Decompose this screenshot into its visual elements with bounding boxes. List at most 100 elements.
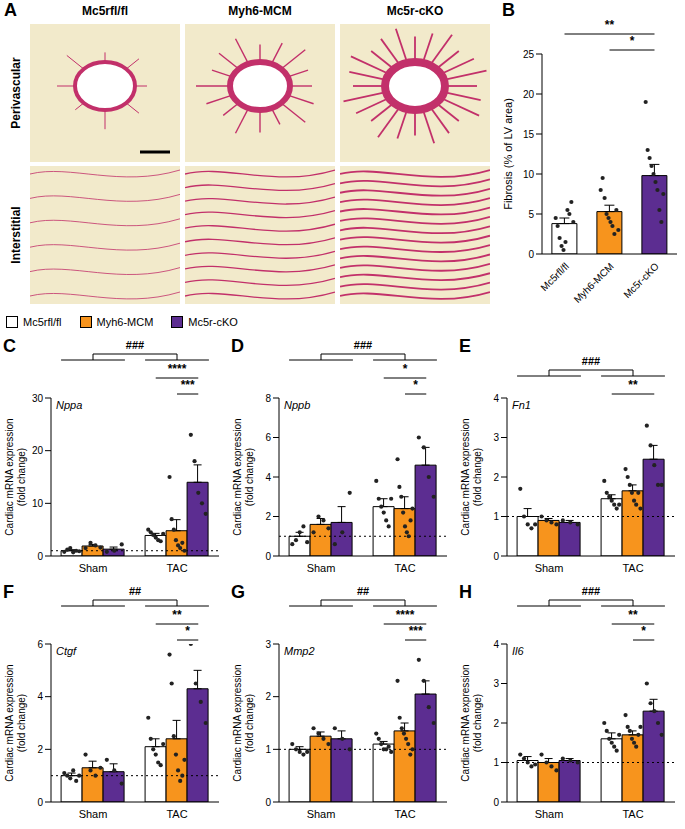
svg-text:*: *	[403, 362, 408, 376]
svg-text:##: ##	[129, 585, 141, 597]
html-text:C: C	[3, 336, 16, 356]
svg-text:Cardiac mRNA expression: Cardiac mRNA expression	[4, 664, 15, 781]
svg-text:2: 2	[37, 744, 43, 755]
svg-text:**: **	[628, 378, 638, 392]
svg-text:0: 0	[37, 797, 43, 808]
html-text:Ctgf: Ctgf	[56, 645, 77, 657]
svg-text:4: 4	[265, 472, 271, 483]
svg-text:TAC: TAC	[622, 562, 643, 574]
svg-text:1: 1	[493, 757, 499, 768]
svg-text:20: 20	[32, 445, 44, 456]
svg-text:Cardiac mRNA expression: Cardiac mRNA expression	[460, 664, 471, 781]
svg-text:Sham: Sham	[79, 808, 108, 820]
svg-text:*: *	[630, 34, 635, 48]
svg-text:1: 1	[265, 744, 271, 755]
svg-text:TAC: TAC	[394, 808, 415, 820]
svg-text:Sham: Sham	[307, 808, 336, 820]
svg-text:8: 8	[265, 393, 271, 404]
svg-text:0: 0	[493, 551, 499, 562]
svg-text:*: *	[185, 624, 190, 638]
svg-text:(fold change): (fold change)	[16, 448, 27, 506]
svg-text:0: 0	[265, 797, 271, 808]
html-text:D: D	[231, 336, 244, 356]
svg-text:1: 1	[493, 511, 499, 522]
html-text:Myh6-MCM: Myh6-MCM	[96, 316, 154, 328]
svg-text:**: **	[172, 608, 182, 622]
svg-text:6: 6	[37, 639, 43, 650]
svg-text:****: ****	[396, 608, 415, 622]
svg-text:0: 0	[37, 551, 43, 562]
svg-text:Mc5rfl/fl: Mc5rfl/fl	[538, 261, 571, 294]
html-text:Myh6-MCM: Myh6-MCM	[228, 4, 292, 18]
svg-text:###: ###	[354, 339, 372, 351]
svg-text:0: 0	[528, 249, 534, 260]
svg-text:Sham: Sham	[79, 562, 108, 574]
html-text:H: H	[459, 582, 472, 602]
svg-text:10: 10	[523, 169, 535, 180]
svg-text:3: 3	[493, 432, 499, 443]
html-text:Nppa: Nppa	[56, 399, 83, 411]
svg-text:0: 0	[493, 797, 499, 808]
svg-text:6: 6	[265, 432, 271, 443]
svg-text:**: **	[628, 608, 638, 622]
svg-text:****: ****	[168, 362, 187, 376]
svg-text:4: 4	[493, 639, 499, 650]
svg-text:Cardiac mRNA expression: Cardiac mRNA expression	[4, 418, 15, 535]
svg-text:25: 25	[523, 49, 535, 60]
svg-text:(fold change): (fold change)	[16, 694, 27, 752]
svg-text:TAC: TAC	[394, 562, 415, 574]
svg-text:4: 4	[493, 393, 499, 404]
svg-text:10: 10	[32, 498, 44, 509]
html-text:A: A	[4, 0, 17, 20]
html-text:Perivascular: Perivascular	[9, 57, 23, 129]
html-text:Mc5rfl/fl: Mc5rfl/fl	[82, 4, 128, 18]
svg-text:Cardiac mRNA expression: Cardiac mRNA expression	[232, 664, 243, 781]
svg-text:***: ***	[181, 378, 195, 392]
html-text:Mmp2: Mmp2	[284, 645, 315, 657]
svg-text:TAC: TAC	[622, 808, 643, 820]
svg-text:Mc5r-cKO: Mc5r-cKO	[621, 260, 661, 300]
svg-text:3: 3	[265, 639, 271, 650]
svg-text:###: ###	[582, 585, 600, 597]
svg-text:Sham: Sham	[535, 808, 564, 820]
svg-text:(fold change): (fold change)	[472, 694, 483, 752]
svg-text:30: 30	[32, 393, 44, 404]
html-text:Mc5r-cKO: Mc5r-cKO	[386, 4, 444, 18]
html-text:E: E	[459, 336, 471, 356]
svg-text:TAC: TAC	[166, 562, 187, 574]
svg-text:2: 2	[493, 472, 499, 483]
svg-text:##: ##	[357, 585, 369, 597]
html-text:Interstitial: Interstitial	[9, 206, 23, 264]
html-text:Nppb: Nppb	[284, 399, 311, 411]
svg-text:15: 15	[523, 129, 535, 140]
svg-text:**: **	[605, 18, 615, 32]
svg-text:4: 4	[37, 691, 43, 702]
svg-text:3: 3	[493, 678, 499, 689]
svg-text:(fold change): (fold change)	[472, 448, 483, 506]
html-text:Mc5rfl/fl: Mc5rfl/fl	[23, 316, 62, 328]
svg-text:20: 20	[523, 89, 535, 100]
svg-text:*: *	[413, 378, 418, 392]
svg-text:*: *	[641, 624, 646, 638]
svg-text:Sham: Sham	[535, 562, 564, 574]
svg-text:(fold change): (fold change)	[244, 694, 255, 752]
svg-text:0: 0	[265, 551, 271, 562]
svg-text:Fibrosis (% of LV area): Fibrosis (% of LV area)	[502, 98, 514, 210]
svg-text:2: 2	[265, 691, 271, 702]
svg-text:###: ###	[126, 339, 144, 351]
html-text:G: G	[231, 582, 245, 602]
svg-text:2: 2	[265, 511, 271, 522]
svg-text:Cardiac mRNA expression: Cardiac mRNA expression	[460, 418, 471, 535]
svg-text:2: 2	[493, 718, 499, 729]
svg-text:(fold change): (fold change)	[244, 448, 255, 506]
html-text:Fn1: Fn1	[512, 399, 531, 411]
svg-text:Myh6-MCM: Myh6-MCM	[572, 261, 616, 305]
html-text:Mc5r-cKO: Mc5r-cKO	[188, 316, 238, 328]
svg-text:Sham: Sham	[307, 562, 336, 574]
html-text:B: B	[502, 0, 515, 20]
svg-text:###: ###	[582, 355, 600, 367]
svg-text:***: ***	[409, 624, 423, 638]
svg-text:TAC: TAC	[166, 808, 187, 820]
svg-text:Cardiac mRNA expression: Cardiac mRNA expression	[232, 418, 243, 535]
svg-text:5: 5	[528, 209, 534, 220]
